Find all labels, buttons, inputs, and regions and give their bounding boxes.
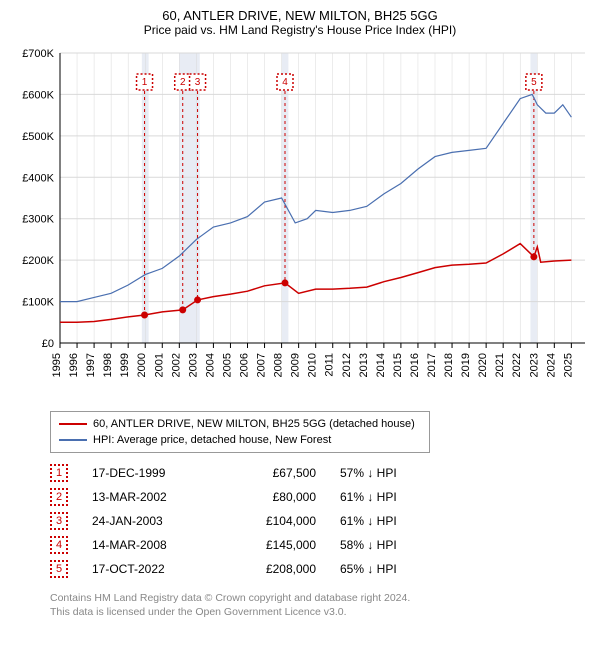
legend-item: 60, ANTLER DRIVE, NEW MILTON, BH25 5GG (…: [59, 416, 421, 432]
svg-text:2023: 2023: [528, 353, 540, 377]
svg-text:1999: 1999: [119, 353, 131, 377]
svg-text:2012: 2012: [341, 353, 353, 377]
transactions-table: 1 17-DEC-1999 £67,500 57% ↓ HPI 2 13-MAR-2002…: [50, 461, 590, 581]
transaction-date: 17-OCT-2022: [92, 557, 202, 581]
svg-text:2010: 2010: [307, 353, 319, 377]
svg-text:2020: 2020: [477, 353, 489, 377]
svg-text:1: 1: [142, 77, 148, 88]
svg-text:2: 2: [180, 77, 186, 88]
legend-swatch: [59, 423, 87, 425]
svg-text:2025: 2025: [562, 353, 574, 377]
transaction-date: 13-MAR-2002: [92, 485, 202, 509]
line-chart: £0 £100K £200K £300K £400K £500K £600K £700K 199…: [10, 43, 590, 403]
chart-container: 60, ANTLER DRIVE, NEW MILTON, BH25 5GG P…: [0, 0, 600, 650]
transaction-row: 1 17-DEC-1999 £67,500 57% ↓ HPI: [50, 461, 590, 485]
svg-text:2007: 2007: [256, 353, 268, 377]
svg-text:£100K: £100K: [22, 297, 54, 309]
svg-text:2017: 2017: [426, 353, 438, 377]
transaction-price: £208,000: [226, 557, 316, 581]
svg-text:4: 4: [282, 77, 288, 88]
svg-text:2000: 2000: [136, 353, 148, 377]
svg-text:£700K: £700K: [22, 48, 54, 60]
svg-text:5: 5: [531, 77, 537, 88]
transaction-row: 3 24-JAN-2003 £104,000 61% ↓ HPI: [50, 509, 590, 533]
svg-text:2024: 2024: [545, 353, 557, 377]
footer-line: This data is licensed under the Open Gov…: [50, 605, 590, 619]
svg-text:2013: 2013: [358, 353, 370, 377]
transaction-row: 2 13-MAR-2002 £80,000 61% ↓ HPI: [50, 485, 590, 509]
transaction-date: 17-DEC-1999: [92, 461, 202, 485]
svg-text:2006: 2006: [239, 353, 251, 377]
svg-text:2019: 2019: [460, 353, 472, 377]
transaction-price: £67,500: [226, 461, 316, 485]
svg-text:£300K: £300K: [22, 214, 54, 226]
svg-text:£0: £0: [42, 338, 54, 350]
transaction-pct: 57% ↓ HPI: [340, 461, 450, 485]
svg-text:£200K: £200K: [22, 255, 54, 267]
transaction-marker: 4: [50, 536, 68, 554]
svg-text:£600K: £600K: [22, 89, 54, 101]
svg-text:2011: 2011: [324, 353, 336, 377]
svg-text:£500K: £500K: [22, 131, 54, 143]
svg-text:2005: 2005: [221, 353, 233, 377]
svg-text:2014: 2014: [375, 353, 387, 377]
chart-area: £0 £100K £200K £300K £400K £500K £600K £700K 199…: [10, 43, 590, 403]
svg-text:1996: 1996: [68, 353, 80, 377]
svg-text:2001: 2001: [153, 353, 165, 377]
svg-text:1995: 1995: [51, 353, 63, 377]
transaction-pct: 58% ↓ HPI: [340, 533, 450, 557]
transaction-pct: 61% ↓ HPI: [340, 509, 450, 533]
legend-item: HPI: Average price, detached house, New …: [59, 432, 421, 448]
legend: 60, ANTLER DRIVE, NEW MILTON, BH25 5GG (…: [50, 411, 430, 453]
legend-swatch: [59, 439, 87, 441]
svg-text:2002: 2002: [170, 353, 182, 377]
transaction-pct: 61% ↓ HPI: [340, 485, 450, 509]
transaction-pct: 65% ↓ HPI: [340, 557, 450, 581]
transaction-marker: 1: [50, 464, 68, 482]
transaction-price: £104,000: [226, 509, 316, 533]
transaction-price: £80,000: [226, 485, 316, 509]
transaction-row: 5 17-OCT-2022 £208,000 65% ↓ HPI: [50, 557, 590, 581]
svg-text:2003: 2003: [187, 353, 199, 377]
svg-text:2009: 2009: [290, 353, 302, 377]
transaction-date: 24-JAN-2003: [92, 509, 202, 533]
svg-text:2022: 2022: [511, 353, 523, 377]
legend-label: 60, ANTLER DRIVE, NEW MILTON, BH25 5GG (…: [93, 416, 415, 432]
svg-text:3: 3: [195, 77, 201, 88]
svg-text:2021: 2021: [494, 353, 506, 377]
svg-text:2018: 2018: [443, 353, 455, 377]
svg-text:2016: 2016: [409, 353, 421, 377]
page-subtitle: Price paid vs. HM Land Registry's House …: [10, 23, 590, 37]
transaction-marker: 5: [50, 560, 68, 578]
svg-text:£400K: £400K: [22, 172, 54, 184]
footer-attribution: Contains HM Land Registry data © Crown c…: [50, 591, 590, 619]
legend-label: HPI: Average price, detached house, New …: [93, 432, 331, 448]
svg-text:1998: 1998: [102, 353, 114, 377]
footer-line: Contains HM Land Registry data © Crown c…: [50, 591, 590, 605]
transaction-row: 4 14-MAR-2008 £145,000 58% ↓ HPI: [50, 533, 590, 557]
page-title: 60, ANTLER DRIVE, NEW MILTON, BH25 5GG: [10, 8, 590, 23]
svg-text:2015: 2015: [392, 353, 404, 377]
svg-text:2004: 2004: [204, 353, 216, 377]
transaction-marker: 2: [50, 488, 68, 506]
svg-text:2008: 2008: [273, 353, 285, 377]
transaction-date: 14-MAR-2008: [92, 533, 202, 557]
transaction-price: £145,000: [226, 533, 316, 557]
transaction-marker: 3: [50, 512, 68, 530]
svg-text:1997: 1997: [85, 353, 97, 377]
